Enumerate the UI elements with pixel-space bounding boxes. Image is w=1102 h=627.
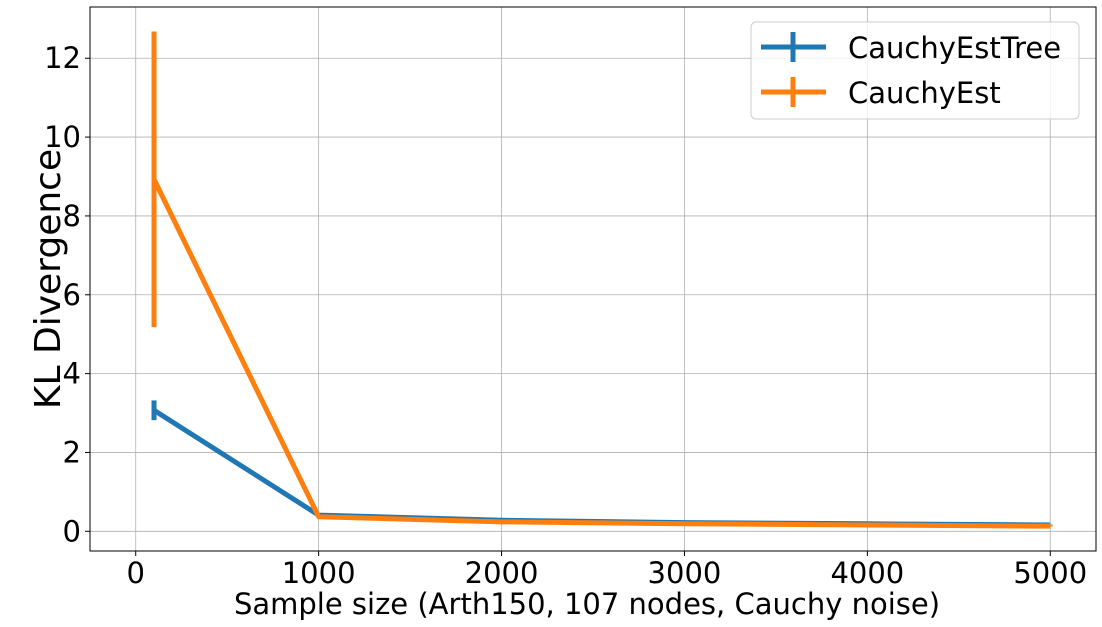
- y-tick-label: 4: [63, 357, 81, 391]
- legend-label: CauchyEst: [848, 76, 1001, 110]
- x-tick-label: 4000: [830, 556, 904, 590]
- series-layer: [151, 31, 1053, 529]
- y-tick-label: 6: [63, 278, 81, 312]
- plot-frame: [89, 6, 1097, 552]
- x-tick-label: 0: [127, 556, 145, 590]
- y-tick-label: 2: [63, 435, 81, 469]
- y-axis-label: KL Divergence: [28, 149, 69, 409]
- x-tick-label: 1000: [282, 556, 356, 590]
- series-CauchyEstTree: [151, 400, 1053, 528]
- legend: CauchyEstTree CauchyEst: [750, 21, 1080, 120]
- legend-item: CauchyEstTree: [761, 31, 1061, 65]
- y-tick-label: 8: [63, 199, 81, 233]
- legend-frame: [750, 21, 1080, 120]
- y-tick-label: 10: [44, 120, 81, 154]
- x-tick-label: 3000: [648, 556, 722, 590]
- x-axis-label: Sample size (Arth150, 107 nodes, Cauchy …: [234, 587, 940, 621]
- legend-item: CauchyEst: [761, 76, 1001, 110]
- y-tick-label: 0: [63, 514, 81, 548]
- x-tick-label: 5000: [1013, 556, 1087, 590]
- series-CauchyEst: [151, 31, 1053, 529]
- series-line: [152, 408, 1051, 528]
- x-axis-ticks: 0 1000 2000 3000 4000 5000: [127, 551, 1087, 590]
- series-line: [151, 178, 1051, 529]
- x-tick-label: 2000: [465, 556, 539, 590]
- y-tick-label: 12: [44, 41, 81, 75]
- y-axis-ticks: 0 2 4 6 8 10 12: [44, 41, 90, 548]
- legend-label: CauchyEstTree: [848, 31, 1061, 65]
